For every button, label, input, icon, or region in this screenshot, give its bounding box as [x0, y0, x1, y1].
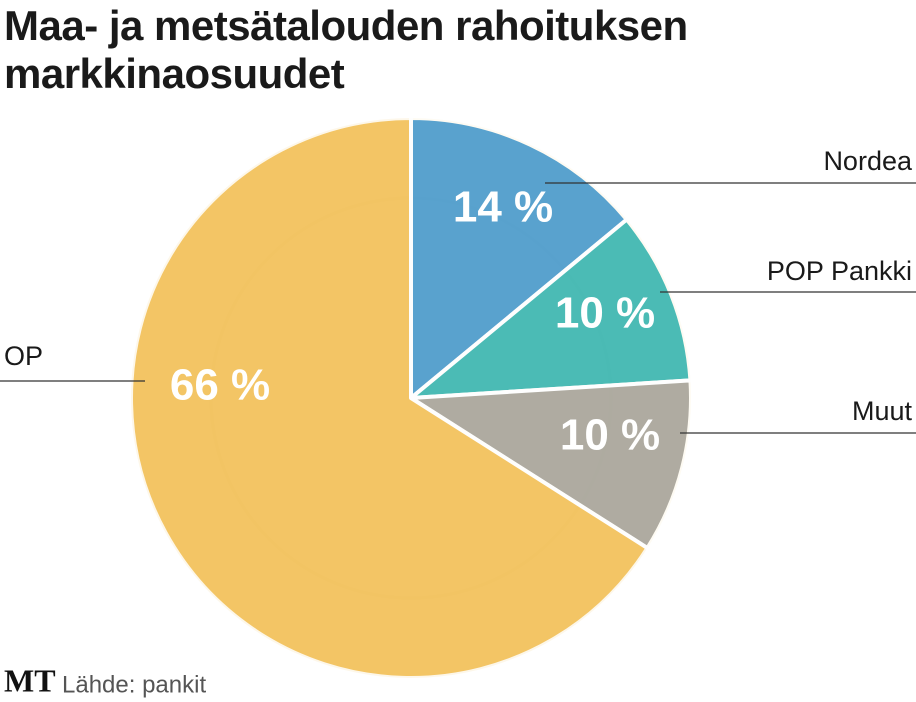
pie-slice — [129, 116, 650, 680]
legend-label: POP Pankki — [767, 256, 912, 286]
chart-title: Maa- ja metsätalouden rahoituksen markki… — [4, 2, 688, 97]
source: Lähde: pankit — [62, 671, 206, 698]
slices: 14 % Nordea 10 % POP Pankki 10 % Muut 66 % OP — [0, 116, 916, 680]
legend-label: OP — [4, 341, 43, 371]
value-label: 10 % — [555, 289, 655, 338]
pie-slice — [409, 378, 693, 551]
legend-label: Muut — [852, 396, 913, 426]
value-label: 14 % — [453, 183, 553, 232]
logo: MT — [4, 662, 56, 698]
legend-label: Nordea — [823, 146, 913, 176]
value-label: 10 % — [560, 411, 660, 460]
pie-slice — [409, 116, 629, 400]
pie-slice — [409, 217, 693, 400]
value-label: 66 % — [170, 361, 270, 410]
